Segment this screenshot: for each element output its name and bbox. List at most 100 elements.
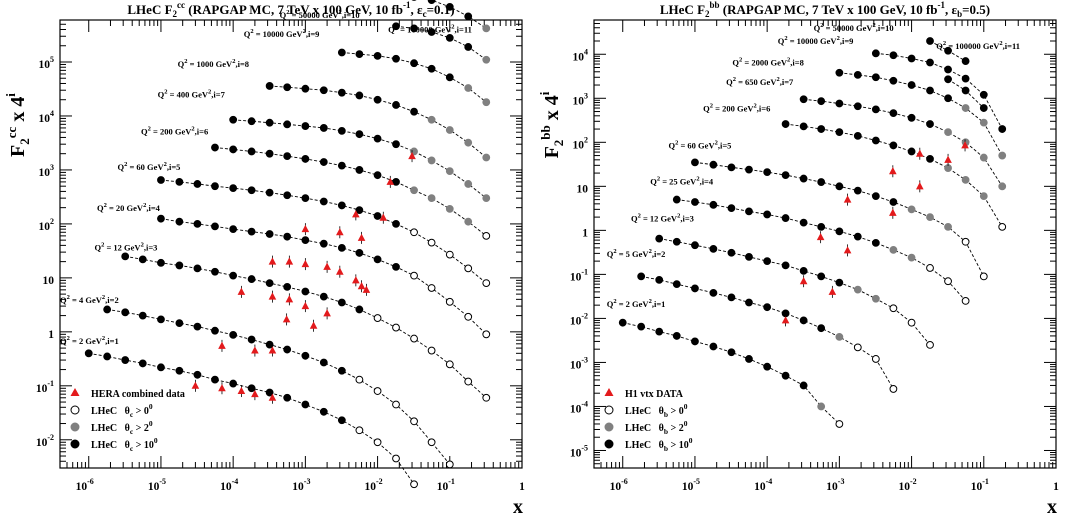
data-point [247, 227, 256, 236]
data-point [745, 298, 753, 307]
data-point [445, 204, 454, 213]
data-triangle [408, 151, 416, 160]
data-point [691, 198, 699, 206]
x-tick-label: 10-4 [754, 477, 772, 493]
data-point [926, 86, 934, 95]
data-point [482, 279, 491, 288]
data-point [835, 420, 844, 428]
series-11: Q2 = 100000 GeV2,i=11 [388, 0, 491, 35]
data-point [121, 308, 130, 317]
panel-2: LHeC F2bb (RAPGAP MC, 7 TeV x 100 GeV, 1… [537, 0, 1059, 518]
data-triangle [323, 309, 331, 317]
data-point [871, 294, 880, 303]
data-point [998, 125, 1007, 133]
legend-label: LHeC θc > 100 [91, 436, 158, 453]
data-triangle [251, 389, 259, 398]
data-point [229, 115, 238, 124]
data-point [482, 393, 491, 402]
data-point [175, 217, 184, 226]
data-point [853, 70, 862, 79]
legend-marker [70, 405, 80, 415]
data-triangle [301, 301, 310, 310]
data-point [871, 238, 880, 247]
data-point [337, 48, 346, 57]
series-10: Q2 = 50000 GeV2,i=10 [814, 22, 970, 65]
data-point [853, 285, 862, 294]
x-tick-label: 10-3 [292, 477, 310, 493]
data-point [175, 178, 184, 186]
data-point [247, 186, 256, 195]
data-point [445, 167, 454, 176]
data-point [926, 58, 934, 67]
data-point [907, 54, 916, 63]
data-point [283, 120, 292, 129]
data-point [337, 201, 346, 210]
data-point [283, 83, 292, 92]
data-point [727, 163, 736, 172]
data-point [961, 175, 970, 184]
data-point [763, 303, 772, 312]
data-point [319, 407, 328, 416]
data-point [175, 319, 184, 328]
series-line [214, 147, 487, 237]
data-point [265, 82, 274, 90]
series-3: Q2 = 12 GeV2,i=3 [94, 242, 491, 402]
data-point [763, 210, 772, 219]
data-point [637, 322, 646, 331]
data-point [464, 43, 473, 51]
data-point [907, 318, 916, 327]
y-tick-label: 10-1 [570, 267, 588, 283]
data-point [464, 264, 473, 273]
series-label: Q2 = 25 GeV2,i=4 [650, 176, 714, 187]
data-point [799, 174, 808, 183]
series-4: Q2 = 25 GeV2,i=4 [650, 176, 970, 305]
series-9: Q2 = 10000 GeV2,i=9 [244, 28, 491, 107]
data-point [410, 228, 418, 237]
data-point [373, 314, 382, 322]
y-axis-label: F2bb x 4i [537, 91, 566, 158]
y-tick-label: 10-2 [570, 311, 588, 327]
legend-marker [70, 439, 80, 449]
data-point [979, 272, 988, 281]
y-tick-label: 103 [39, 163, 55, 179]
data-point [445, 73, 454, 82]
data-point [355, 91, 364, 100]
y-axis-label: F2cc x 4i [3, 93, 32, 157]
data-point [193, 370, 202, 379]
data-triangle [285, 295, 294, 303]
data-point [853, 186, 862, 195]
data-point [926, 341, 934, 349]
data-point [193, 180, 202, 188]
legend-marker [604, 422, 614, 432]
data-point [979, 90, 988, 99]
series-8: Q2 = 1000 GeV2,i=8 [178, 58, 491, 162]
series-1: Q2 = 2 GeV2,i=1 [60, 335, 418, 489]
data-point [445, 33, 454, 42]
x-axis-label: x [1047, 496, 1057, 518]
x-tick-label: 10-4 [220, 477, 238, 493]
data-point [745, 165, 753, 174]
data-point [193, 264, 202, 273]
data-point [709, 244, 718, 253]
data-point [103, 305, 112, 314]
data-point [618, 318, 627, 327]
data-point [799, 381, 808, 390]
data-point [835, 227, 844, 236]
data-triangle [916, 182, 924, 190]
data-point [961, 74, 970, 83]
data-point [709, 288, 718, 297]
data-point [691, 158, 699, 167]
series-label: Q2 = 100000 GeV2,i=11 [388, 24, 472, 35]
data-point [871, 192, 880, 200]
x-tick-label: 10-2 [364, 477, 382, 493]
data-triangle [961, 141, 969, 149]
data-triangle [379, 213, 388, 221]
x-tick-label: 10-2 [898, 477, 916, 493]
data-point [229, 330, 238, 339]
data-point [355, 130, 364, 139]
data-point [998, 222, 1007, 231]
series-label: Q2 = 2000 GeV2,i=8 [732, 57, 803, 68]
data-point [301, 400, 310, 409]
data-point [392, 454, 400, 463]
data-point [211, 182, 219, 191]
